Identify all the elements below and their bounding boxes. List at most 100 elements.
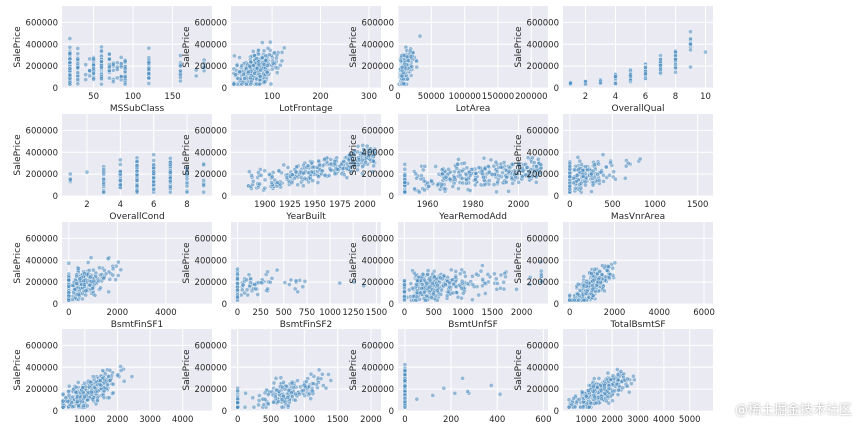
data-point (688, 41, 693, 47)
data-point (595, 279, 601, 285)
data-point (300, 284, 306, 290)
data-point (581, 297, 587, 303)
data-point (258, 173, 264, 178)
data-point (435, 282, 440, 288)
data-point (66, 389, 71, 394)
data-point (412, 186, 417, 192)
x-tick-label: 250 (253, 308, 269, 318)
data-point (597, 269, 602, 274)
x-tick-label: 500 (604, 200, 620, 210)
y-axis-label: SalePrice (13, 26, 23, 68)
data-point (603, 164, 609, 170)
data-point (572, 167, 578, 173)
data-point (87, 282, 93, 288)
data-point (250, 49, 256, 54)
data-point (533, 179, 539, 185)
data-point (282, 280, 288, 285)
data-point (248, 81, 254, 87)
data-point (101, 171, 106, 177)
data-point (302, 279, 308, 284)
data-point (287, 282, 292, 287)
data-point (446, 289, 451, 295)
data-point (274, 70, 280, 75)
y-tick-label: 200000 (26, 62, 58, 72)
data-point (658, 62, 663, 68)
data-point (248, 276, 253, 281)
data-point (294, 164, 300, 169)
data-point (77, 276, 83, 282)
data-point (673, 53, 678, 58)
data-point (487, 178, 492, 183)
x-tick-label: 100000 (448, 92, 480, 102)
data-point (440, 171, 445, 177)
data-point (99, 44, 104, 50)
data-point (538, 162, 544, 168)
x-tick-label: 0 (395, 92, 400, 102)
data-point (443, 174, 449, 180)
data-point (595, 172, 601, 177)
data-point (470, 273, 475, 279)
x-tick-label: 2000 (604, 308, 626, 318)
x-tick-label: 500 (426, 308, 442, 318)
axes-background (398, 6, 548, 88)
data-point (292, 175, 297, 181)
data-point (643, 70, 648, 76)
data-point (539, 271, 544, 277)
x-tick-label: 1250 (342, 308, 364, 318)
data-point (426, 285, 432, 290)
data-point (424, 281, 430, 286)
data-point (583, 164, 588, 169)
data-point (247, 64, 253, 69)
data-point (76, 403, 81, 408)
data-point (260, 40, 265, 45)
data-point (235, 287, 240, 293)
data-point (589, 171, 594, 177)
data-point (278, 375, 284, 381)
y-tick-label: 200000 (362, 278, 394, 288)
data-point (110, 381, 116, 387)
x-tick-label: 2 (84, 200, 89, 210)
y-tick-label: 400000 (527, 148, 559, 158)
data-point (262, 177, 268, 183)
data-point (234, 63, 240, 68)
data-point (596, 161, 601, 167)
data-point (491, 182, 497, 187)
data-point (405, 57, 411, 63)
x-axis-label: MasVnrArea (611, 212, 665, 222)
data-point (60, 391, 66, 397)
data-point (419, 282, 425, 287)
data-point (506, 189, 511, 194)
data-point (423, 297, 428, 303)
data-point (81, 403, 87, 408)
data-point (75, 380, 81, 385)
data-point (67, 66, 73, 72)
data-point (122, 74, 128, 80)
data-point (88, 255, 94, 260)
data-point (193, 67, 199, 73)
data-point (319, 168, 325, 174)
y-tick-label: 0 (53, 407, 58, 417)
data-point (332, 161, 337, 167)
data-point (597, 178, 602, 183)
data-point (256, 61, 262, 67)
data-point (118, 55, 124, 60)
y-tick-label: 200000 (527, 278, 559, 288)
data-point (492, 271, 497, 277)
data-point (235, 281, 240, 287)
data-point (452, 175, 457, 180)
data-point (402, 173, 408, 178)
y-tick-label: 0 (389, 84, 394, 94)
data-point (308, 371, 314, 377)
data-point (269, 174, 275, 180)
data-point (402, 166, 408, 172)
data-point (571, 180, 576, 186)
data-point (568, 81, 573, 86)
data-point (115, 372, 120, 378)
data-point (75, 76, 81, 82)
data-point (425, 268, 431, 273)
y-axis-label: SalePrice (13, 242, 23, 284)
data-point (91, 71, 96, 76)
data-point (84, 169, 90, 175)
data-point (567, 292, 573, 298)
